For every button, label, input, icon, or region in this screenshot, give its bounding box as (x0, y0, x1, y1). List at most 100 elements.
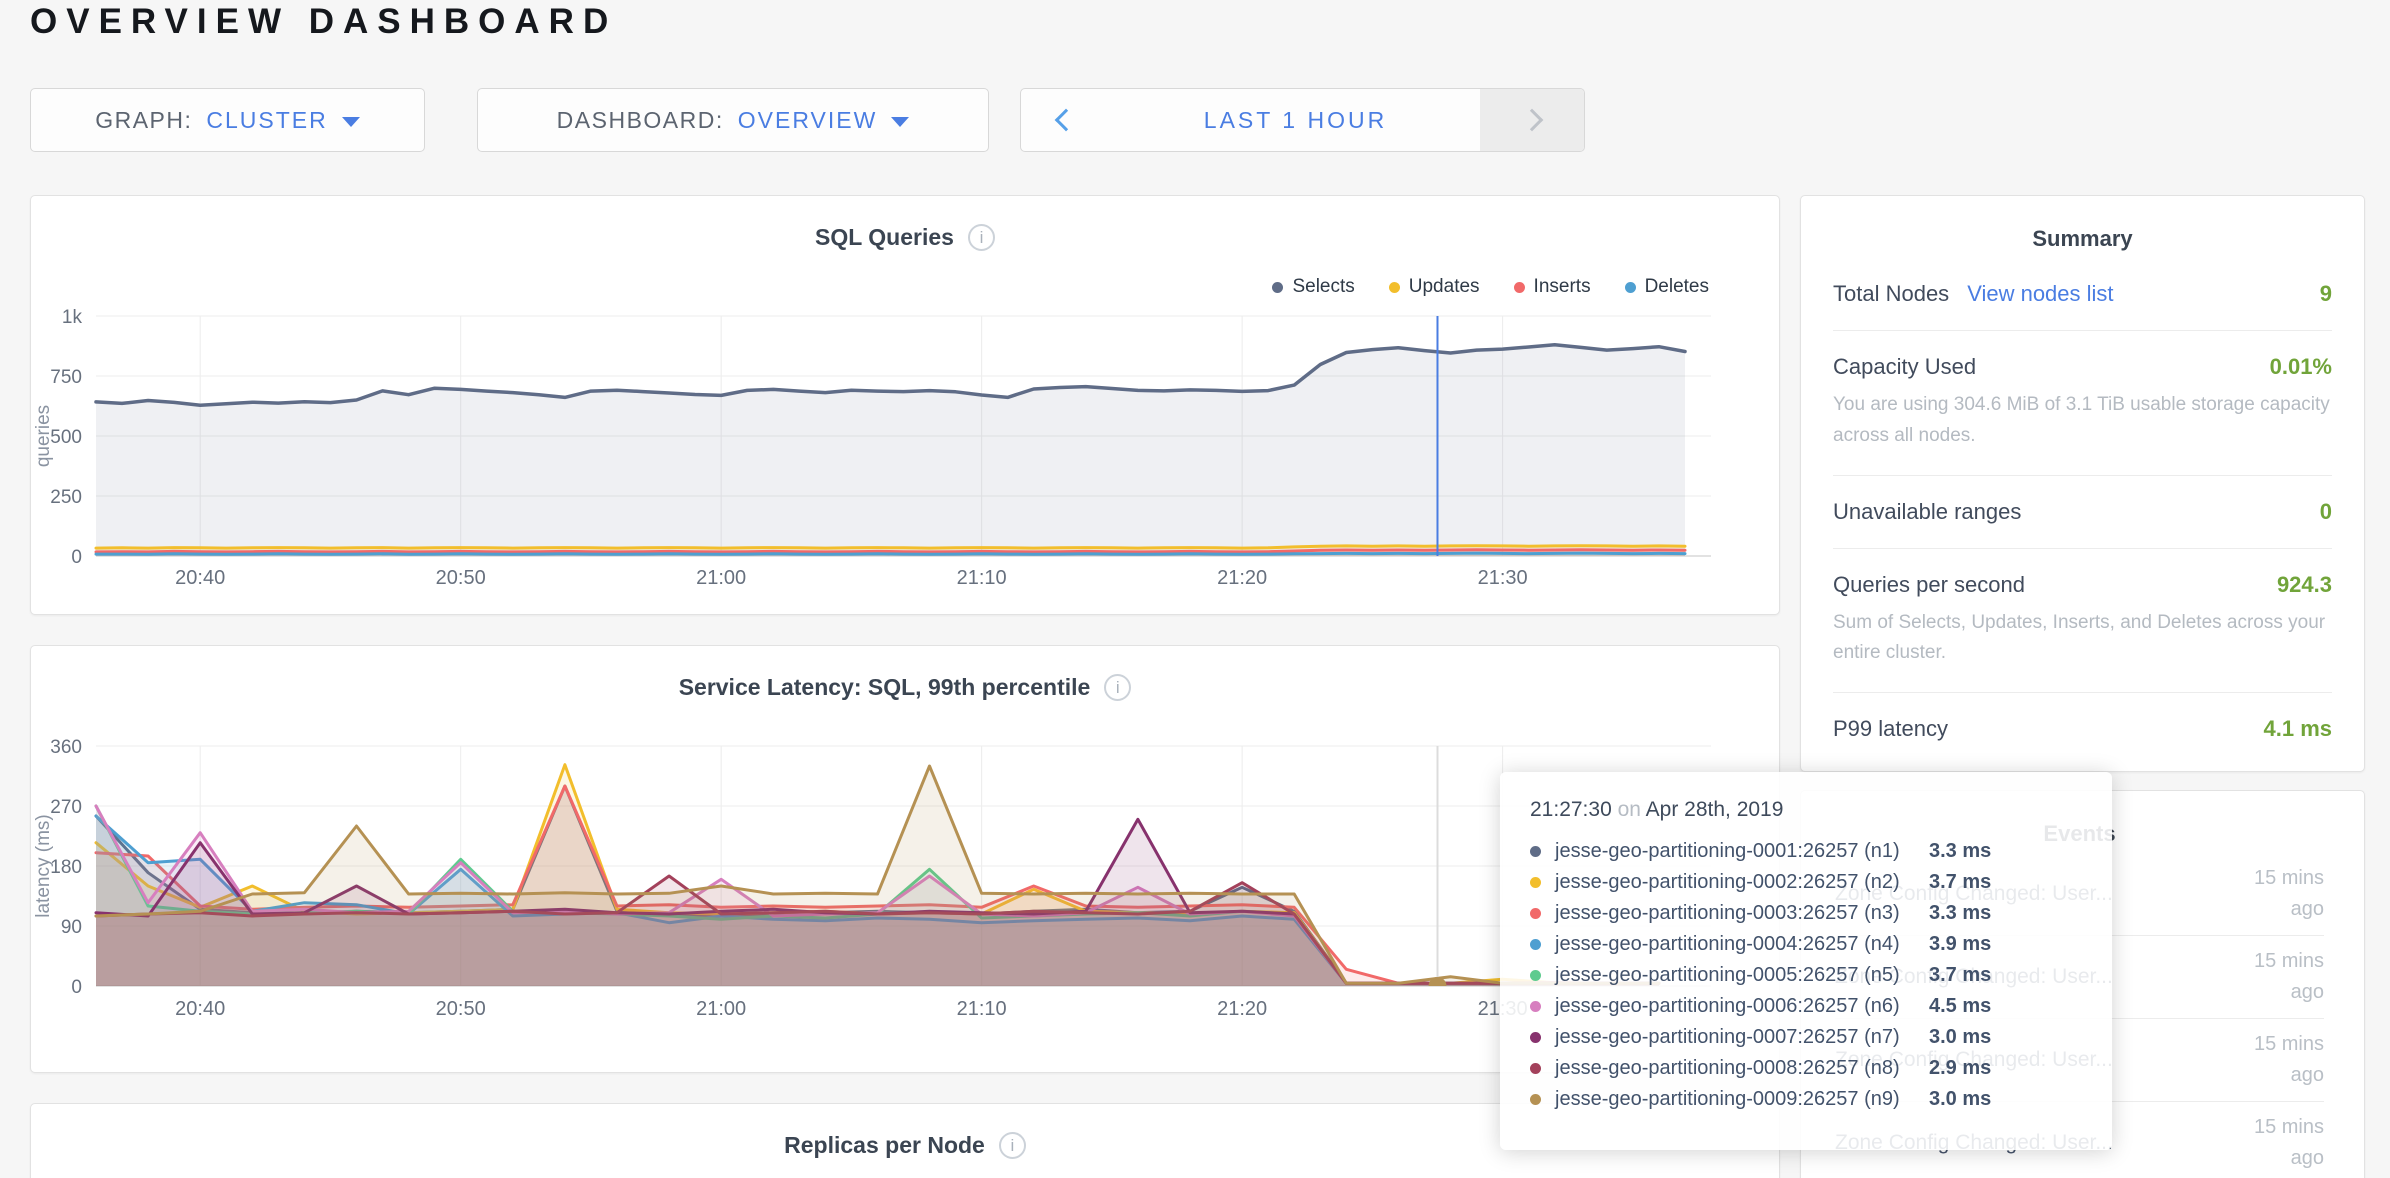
info-icon[interactable] (967, 224, 995, 251)
chart-tooltip: 21:27:30 on Apr 28th, 2019 jesse-geo-par… (1500, 772, 2112, 1150)
time-prev-button[interactable] (1021, 89, 1111, 151)
graph-dropdown-label: GRAPH: (95, 106, 193, 133)
node-latency: 3.0 ms (1929, 1088, 1992, 1110)
svg-text:360: 360 (50, 737, 82, 758)
node-name: jesse-geo-partitioning-0004:26257 (n4) (1555, 933, 1900, 955)
page-title: OVERVIEW DASHBOARD (30, 2, 618, 41)
series-dot (1530, 846, 1541, 857)
event-time: 15 mins ago (2253, 867, 2324, 920)
stat-capacity-used: Capacity Used 0.01% You are using 304.6 … (1833, 331, 2332, 476)
series-dot (1530, 1094, 1541, 1105)
tooltip-row: jesse-geo-partitioning-0001:26257 (n1) 3.… (1530, 836, 2112, 867)
svg-text:latency (ms): latency (ms) (33, 814, 54, 917)
graph-dropdown[interactable]: GRAPH: CLUSTER (30, 88, 425, 152)
tooltip-row: jesse-geo-partitioning-0008:26257 (n8) 2.… (1530, 1053, 2112, 1084)
replicas-chart-title: Replicas per Node (31, 1132, 1779, 1159)
svg-text:500: 500 (50, 427, 82, 448)
tooltip-row: jesse-geo-partitioning-0002:26257 (n2) 3.… (1530, 867, 2112, 898)
stat-label: P99 latency (1833, 716, 1948, 742)
time-range-button[interactable]: LAST 1 HOUR (1111, 89, 1480, 151)
svg-text:21:10: 21:10 (957, 998, 1007, 1020)
svg-text:270: 270 (50, 797, 82, 818)
stat-label: Queries per second (1833, 571, 2025, 597)
tooltip-date: Apr 28th, 2019 (1645, 798, 1784, 821)
legend-item-selects: Selects (1272, 276, 1355, 298)
legend-dot (1624, 281, 1636, 293)
node-latency: 3.7 ms (1929, 964, 1992, 986)
node-latency: 2.9 ms (1929, 1057, 1992, 1079)
legend-dot (1388, 281, 1400, 293)
legend-label: Inserts (1533, 276, 1591, 297)
node-name: jesse-geo-partitioning-0006:26257 (n6) (1555, 995, 1900, 1017)
legend-dot (1513, 281, 1525, 293)
chevron-down-icon (341, 116, 360, 127)
series-dot (1530, 1032, 1541, 1043)
tooltip-row: jesse-geo-partitioning-0009:26257 (n9) 3.… (1530, 1084, 2112, 1115)
time-range-label: LAST 1 HOUR (1203, 106, 1388, 133)
stat-unavailable-ranges: Unavailable ranges 0 (1833, 476, 2332, 549)
time-next-button[interactable] (1480, 89, 1584, 151)
view-nodes-list-link[interactable]: View nodes list (1967, 281, 2114, 306)
tooltip-row: jesse-geo-partitioning-0005:26257 (n5) 3.… (1530, 960, 2112, 991)
svg-text:21:20: 21:20 (1217, 567, 1267, 589)
service-latency-chart-title: Service Latency: SQL, 99th percentile (31, 674, 1779, 701)
time-range-selector: LAST 1 HOUR (1020, 88, 1585, 152)
dashboard-dropdown[interactable]: DASHBOARD: OVERVIEW (477, 88, 989, 152)
svg-text:21:00: 21:00 (696, 998, 746, 1020)
tooltip-on: on (1617, 798, 1641, 821)
svg-text:queries: queries (33, 405, 54, 467)
dashboard-dropdown-label: DASHBOARD: (556, 106, 724, 133)
series-dot (1530, 1001, 1541, 1012)
event-row: Zone Config Changed: User... 15 mins ago (1835, 1102, 2324, 1178)
service-latency-chart-card: Service Latency: SQL, 99th percentile 20… (30, 645, 1780, 1073)
tooltip-time: 21:27:30 (1530, 798, 1612, 821)
chevron-left-icon (1054, 108, 1078, 132)
info-icon[interactable] (1104, 674, 1132, 701)
tooltip-row: jesse-geo-partitioning-0006:26257 (n6) 4.… (1530, 991, 2112, 1022)
series-dot (1530, 1063, 1541, 1074)
stat-p99-latency: P99 latency 4.1 ms (1833, 693, 2332, 765)
node-name: jesse-geo-partitioning-0005:26257 (n5) (1555, 964, 1900, 986)
summary-panel: Summary Total Nodes View nodes list 9 Ca… (1800, 195, 2365, 772)
tooltip-row: jesse-geo-partitioning-0007:26257 (n7) 3.… (1530, 1022, 2112, 1053)
info-icon[interactable] (998, 1132, 1026, 1159)
legend-label: Deletes (1644, 276, 1709, 297)
svg-text:21:30: 21:30 (1478, 567, 1528, 589)
sql-queries-chart[interactable]: 20:40 20:50 21:00 21:10 21:20 21:30 0 250 500 750… (31, 296, 1781, 596)
legend-label: Updates (1408, 276, 1480, 297)
chevron-right-icon (1520, 108, 1544, 132)
service-latency-chart[interactable]: 20:4020:5021:0021:1021:2021:300901802703… (31, 736, 1781, 1066)
legend-dot (1272, 281, 1284, 293)
series-dot (1530, 877, 1541, 888)
stat-label: Capacity Used (1833, 354, 1977, 379)
svg-text:20:50: 20:50 (436, 567, 486, 589)
dashboard-dropdown-value: OVERVIEW (737, 106, 878, 133)
node-name: jesse-geo-partitioning-0008:26257 (n8) (1555, 1057, 1900, 1079)
stat-total-nodes: Total Nodes View nodes list 9 (1833, 258, 2332, 331)
series-dot (1530, 970, 1541, 981)
node-name: jesse-geo-partitioning-0007:26257 (n7) (1555, 1026, 1900, 1048)
sql-queries-chart-title: SQL Queries (31, 224, 1779, 251)
node-latency: 3.7 ms (1929, 871, 1992, 893)
svg-text:21:10: 21:10 (957, 567, 1007, 589)
stat-label: Unavailable ranges (1833, 498, 2022, 524)
chart-title-text: SQL Queries (815, 224, 954, 250)
svg-text:0: 0 (71, 547, 82, 568)
replicas-per-node-chart-card: Replicas per Node (30, 1103, 1780, 1178)
svg-text:21:20: 21:20 (1217, 998, 1267, 1020)
node-name: jesse-geo-partitioning-0001:26257 (n1) (1555, 840, 1900, 862)
legend-label: Selects (1292, 276, 1355, 297)
svg-text:1k: 1k (62, 307, 83, 328)
node-name: jesse-geo-partitioning-0009:26257 (n9) (1555, 1088, 1900, 1110)
svg-text:0: 0 (71, 977, 82, 998)
node-latency: 3.9 ms (1929, 933, 1992, 955)
svg-text:90: 90 (61, 917, 82, 938)
node-latency: 3.3 ms (1929, 902, 1992, 924)
stat-value: 924.3 (2276, 571, 2332, 597)
summary-heading: Summary (2032, 226, 2133, 251)
legend-item-inserts: Inserts (1513, 276, 1591, 298)
stat-value: 9 (2319, 281, 2332, 306)
tooltip-row: jesse-geo-partitioning-0004:26257 (n4) 3.… (1530, 929, 2112, 960)
stat-value: 0.01% (2269, 354, 2332, 379)
